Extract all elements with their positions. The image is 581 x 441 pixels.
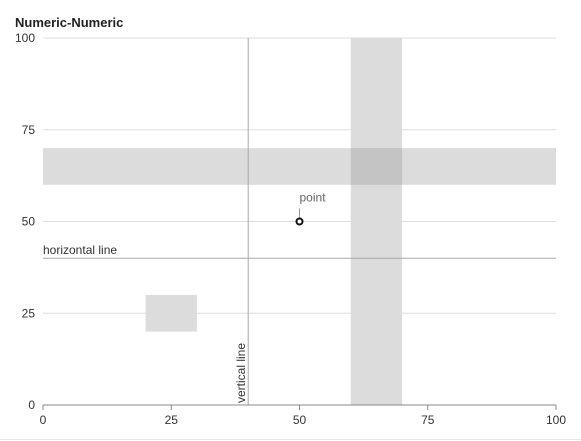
data-point [295, 217, 304, 226]
annotation-shapes [43, 38, 556, 405]
y-tick-label: 50 [22, 215, 36, 229]
band-overlap [350, 148, 403, 185]
vertical-band [350, 38, 403, 405]
footer-divider [0, 439, 581, 440]
x-tick-label: 0 [40, 413, 47, 427]
data-points: point [295, 191, 327, 226]
vertical-line-label: vertical line [234, 343, 248, 403]
y-tick-label: 75 [22, 123, 36, 137]
chart-title: Numeric-Numeric [15, 15, 124, 30]
rect-region [145, 294, 197, 332]
point-label: point [300, 191, 327, 205]
y-tick-label: 0 [28, 398, 35, 412]
y-tick-label: 25 [22, 306, 36, 320]
horizontal-line-label: horizontal line [43, 243, 117, 257]
x-tick-label: 75 [421, 413, 435, 427]
x-tick-label: 50 [293, 413, 307, 427]
x-tick-label: 100 [546, 413, 566, 427]
x-tick-label: 25 [165, 413, 179, 427]
annotation-lines: vertical line horizontal line [43, 38, 556, 405]
y-tick-label: 100 [15, 31, 35, 45]
horizontal-band [43, 148, 556, 185]
tick-labels: 0 25 50 75 100 0 25 50 75 100 [15, 31, 566, 427]
